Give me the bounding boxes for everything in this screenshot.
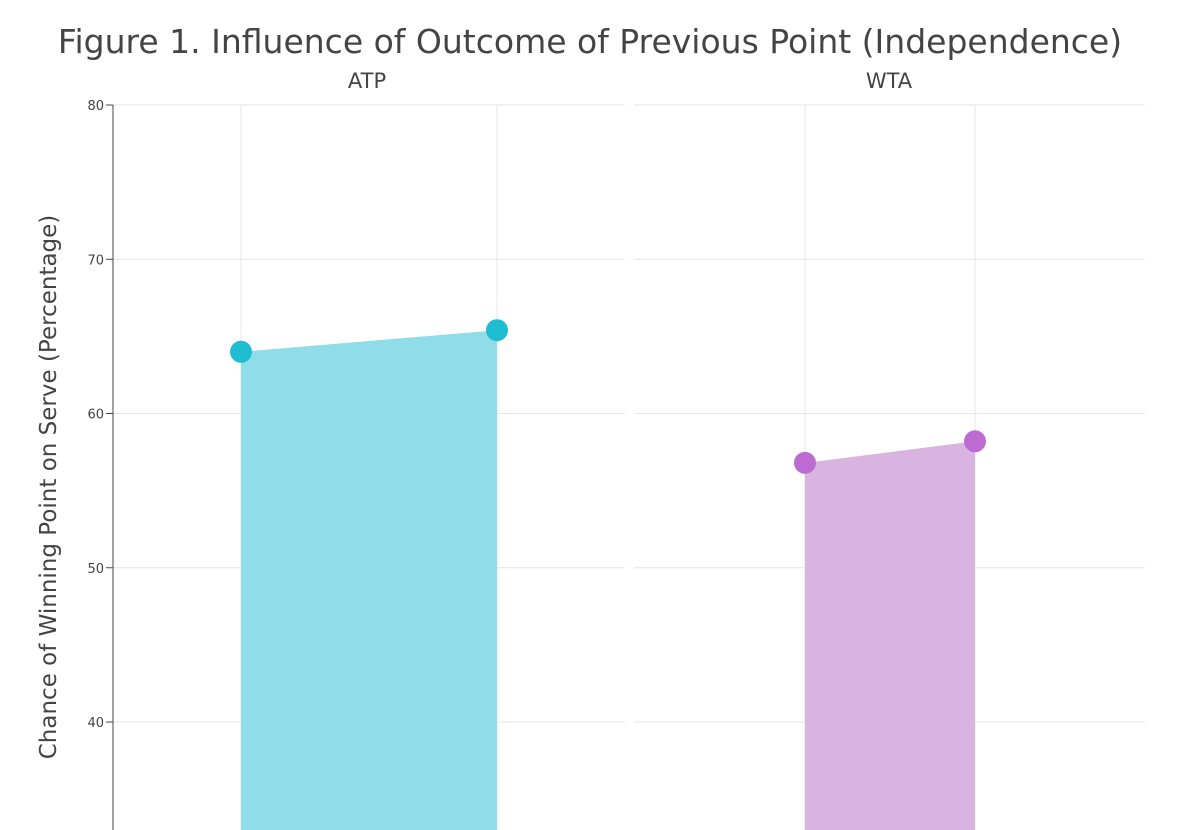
plot-area: 40 50 60 70 80 ATP WTA — [87, 69, 1145, 830]
y-axis-label: Chance of Winning Point on Serve (Percen… — [36, 215, 62, 760]
y-tick-label-80: 80 — [87, 99, 104, 114]
y-tick-label-40: 40 — [87, 716, 104, 731]
y-tick-label-60: 60 — [87, 408, 104, 423]
panel-title-wta: WTA — [866, 69, 913, 93]
point-wta-1 — [964, 430, 986, 453]
y-tick-label-50: 50 — [87, 562, 104, 577]
point-atp-1 — [486, 319, 508, 342]
point-atp-0 — [230, 340, 252, 363]
y-tick-label-70: 70 — [87, 253, 104, 268]
area-wta — [805, 441, 975, 830]
area-atp — [241, 330, 497, 830]
point-wta-0 — [794, 451, 816, 474]
chart-title: Figure 1. Influence of Outcome of Previo… — [58, 22, 1122, 61]
panel-title-atp: ATP — [348, 69, 386, 93]
